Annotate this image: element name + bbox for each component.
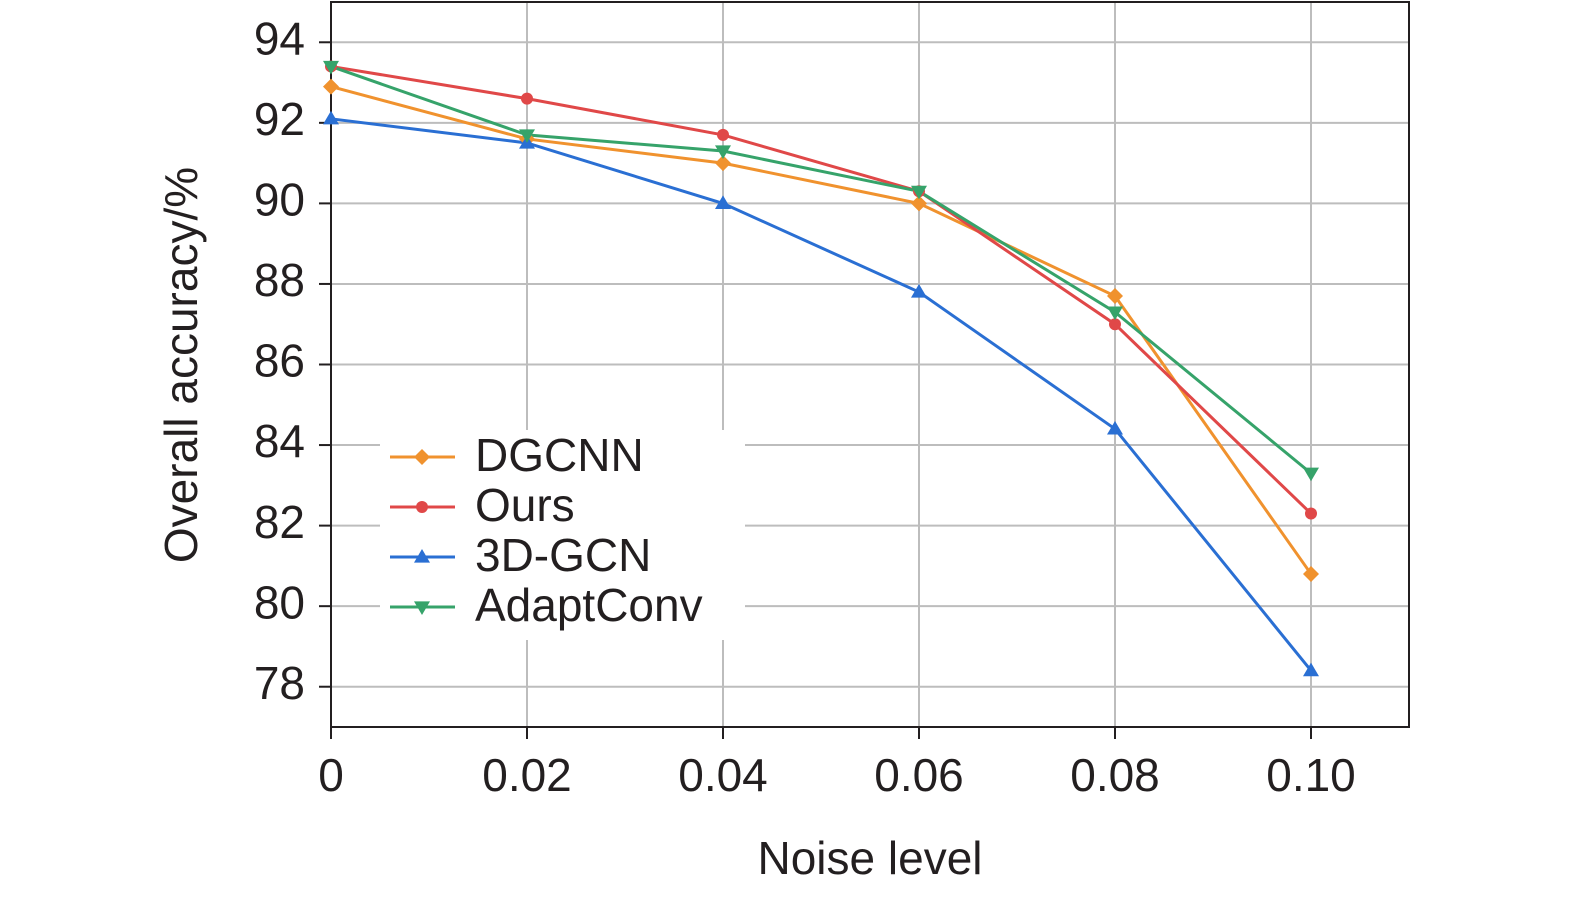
marker: [1107, 420, 1123, 435]
x-tick-label: 0.08: [1070, 749, 1160, 801]
marker: [1109, 318, 1121, 331]
y-tick-label: 88: [254, 254, 305, 306]
legend-label: AdaptConv: [475, 579, 703, 631]
legend-label: Ours: [475, 479, 575, 531]
y-tick-label: 82: [254, 496, 305, 548]
y-tick-label: 84: [254, 415, 305, 467]
legend-marker: [416, 501, 428, 513]
marker: [715, 145, 731, 160]
marker: [911, 195, 927, 212]
marker: [715, 155, 731, 172]
x-tick-label: 0.10: [1266, 749, 1356, 801]
marker: [521, 92, 533, 105]
marker: [1107, 306, 1123, 321]
marker: [323, 110, 339, 125]
x-tick-label: 0.02: [482, 749, 572, 801]
legend-marker: [414, 549, 430, 563]
marker: [1107, 288, 1123, 305]
series-line: [330, 64, 1313, 515]
series-line: [330, 85, 1313, 575]
x-axis-label: Noise level: [758, 832, 983, 884]
legend-label: DGCNN: [475, 429, 644, 481]
x-tick-label: 0.06: [874, 749, 964, 801]
x-tick-label: 0.04: [678, 749, 768, 801]
y-tick-label: 86: [254, 335, 305, 387]
marker: [1303, 662, 1319, 677]
legend-box: [380, 430, 745, 640]
marker: [717, 128, 729, 141]
marker: [519, 129, 535, 143]
legend-marker: [414, 601, 430, 615]
y-tick-label: 80: [254, 576, 305, 628]
legend-marker: [414, 449, 430, 465]
y-tick-label: 90: [254, 174, 305, 226]
y-tick-label: 78: [254, 657, 305, 709]
marker: [1303, 565, 1319, 582]
marker: [323, 78, 339, 95]
legend-label: 3D-GCN: [475, 529, 651, 581]
marker: [1303, 467, 1319, 482]
y-tick-label: 92: [254, 93, 305, 145]
series-line: [330, 117, 1313, 672]
marker: [911, 185, 927, 200]
series-line: [330, 65, 1312, 475]
y-tick-label: 94: [254, 12, 305, 64]
marker: [911, 284, 927, 298]
marker: [1305, 507, 1317, 520]
marker: [715, 195, 731, 209]
marker: [323, 60, 339, 75]
x-tick-label: 0: [318, 749, 344, 801]
y-axis-label: Overall accuracy/%: [155, 167, 207, 563]
plot-frame: [330, 1, 1410, 728]
